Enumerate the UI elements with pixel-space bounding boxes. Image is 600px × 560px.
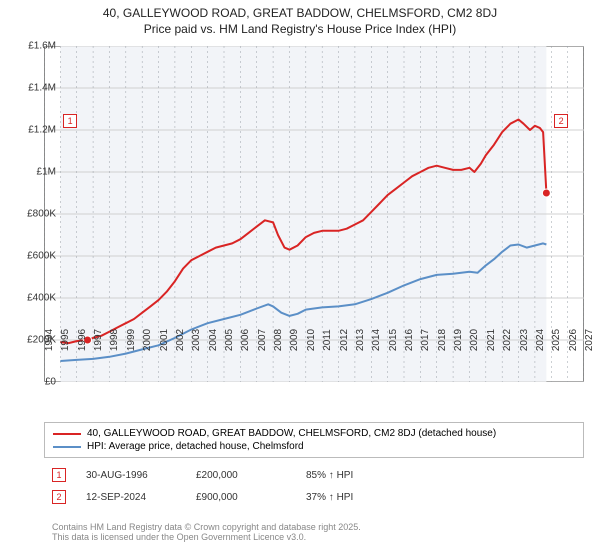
x-tick-label: 1994 xyxy=(44,329,55,351)
y-tick-label: £600K xyxy=(27,251,56,262)
x-tick-label: 2013 xyxy=(355,329,366,351)
legend-swatch-property xyxy=(53,433,81,435)
x-tick-label: 2002 xyxy=(175,329,186,351)
footer-attribution: Contains HM Land Registry data © Crown c… xyxy=(44,518,584,546)
x-tick-label: 2003 xyxy=(191,329,202,351)
y-tick-label: £1.2M xyxy=(28,125,56,136)
sale-info-row-2: 2 12-SEP-2024 £900,000 37% ↑ HPI xyxy=(44,486,584,508)
x-tick-label: 2001 xyxy=(159,329,170,351)
x-tick-label: 2007 xyxy=(257,329,268,351)
x-tick-label: 1999 xyxy=(126,329,137,351)
title-line-2: Price paid vs. HM Land Registry's House … xyxy=(10,22,590,38)
x-tick-label: 1996 xyxy=(77,329,88,351)
x-tick-label: 2019 xyxy=(453,329,464,351)
legend-row-hpi: HPI: Average price, detached house, Chel… xyxy=(53,440,575,453)
sale-price-2: £900,000 xyxy=(196,492,286,503)
legend-swatch-hpi xyxy=(53,446,81,448)
y-tick-label: £1.4M xyxy=(28,83,56,94)
x-tick-label: 2020 xyxy=(469,329,480,351)
x-tick-label: 2008 xyxy=(273,329,284,351)
x-tick-label: 2024 xyxy=(535,329,546,351)
x-tick-label: 2000 xyxy=(142,329,153,351)
sale-price-1: £200,000 xyxy=(196,470,286,481)
x-tick-label: 2005 xyxy=(224,329,235,351)
y-tick-label: £400K xyxy=(27,293,56,304)
y-tick-label: £800K xyxy=(27,209,56,220)
x-tick-label: 2006 xyxy=(240,329,251,351)
sale-delta-2: 37% ↑ HPI xyxy=(306,492,396,503)
sale-delta-1: 85% ↑ HPI xyxy=(306,470,396,481)
sale-date-1: 30-AUG-1996 xyxy=(86,470,176,481)
sale-info-rows: 1 30-AUG-1996 £200,000 85% ↑ HPI 2 12-SE… xyxy=(44,464,584,508)
chart-title-block: 40, GALLEYWOOD ROAD, GREAT BADDOW, CHELM… xyxy=(0,0,600,39)
x-tick-label: 2021 xyxy=(486,329,497,351)
x-tick-label: 2022 xyxy=(502,329,513,351)
footer-line-2: This data is licensed under the Open Gov… xyxy=(52,532,576,542)
legend-label-property: 40, GALLEYWOOD ROAD, GREAT BADDOW, CHELM… xyxy=(87,428,496,439)
x-tick-label: 2025 xyxy=(551,329,562,351)
title-line-1: 40, GALLEYWOOD ROAD, GREAT BADDOW, CHELM… xyxy=(10,6,590,22)
sale-info-row-1: 1 30-AUG-1996 £200,000 85% ↑ HPI xyxy=(44,464,584,486)
x-tick-label: 2017 xyxy=(420,329,431,351)
x-tick-label: 2014 xyxy=(371,329,382,351)
sale-marker-2-icon: 2 xyxy=(52,490,66,504)
y-tick-label: £1.6M xyxy=(28,41,56,52)
x-tick-label: 2027 xyxy=(584,329,595,351)
x-tick-label: 2015 xyxy=(388,329,399,351)
footer-line-1: Contains HM Land Registry data © Crown c… xyxy=(52,522,576,532)
sale-marker-1-icon: 1 xyxy=(52,468,66,482)
legend-row-property: 40, GALLEYWOOD ROAD, GREAT BADDOW, CHELM… xyxy=(53,427,575,440)
x-tick-label: 2009 xyxy=(289,329,300,351)
y-tick-label: £1M xyxy=(37,167,56,178)
x-tick-label: 2004 xyxy=(208,329,219,351)
x-tick-label: 2012 xyxy=(339,329,350,351)
x-tick-label: 1998 xyxy=(109,329,120,351)
sale-date-2: 12-SEP-2024 xyxy=(86,492,176,503)
y-tick-label: £0 xyxy=(45,377,56,388)
legend-label-hpi: HPI: Average price, detached house, Chel… xyxy=(87,441,304,452)
x-tick-label: 2016 xyxy=(404,329,415,351)
chart-annotation-1: 1 xyxy=(63,114,77,128)
legend-box: 40, GALLEYWOOD ROAD, GREAT BADDOW, CHELM… xyxy=(44,422,584,458)
x-tick-label: 2010 xyxy=(306,329,317,351)
x-tick-label: 2011 xyxy=(322,329,333,351)
x-tick-label: 1997 xyxy=(93,329,104,351)
x-tick-label: 1995 xyxy=(60,329,71,351)
x-tick-label: 2023 xyxy=(519,329,530,351)
x-tick-label: 2018 xyxy=(437,329,448,351)
chart-annotation-2: 2 xyxy=(554,114,568,128)
x-tick-label: 2026 xyxy=(568,329,579,351)
